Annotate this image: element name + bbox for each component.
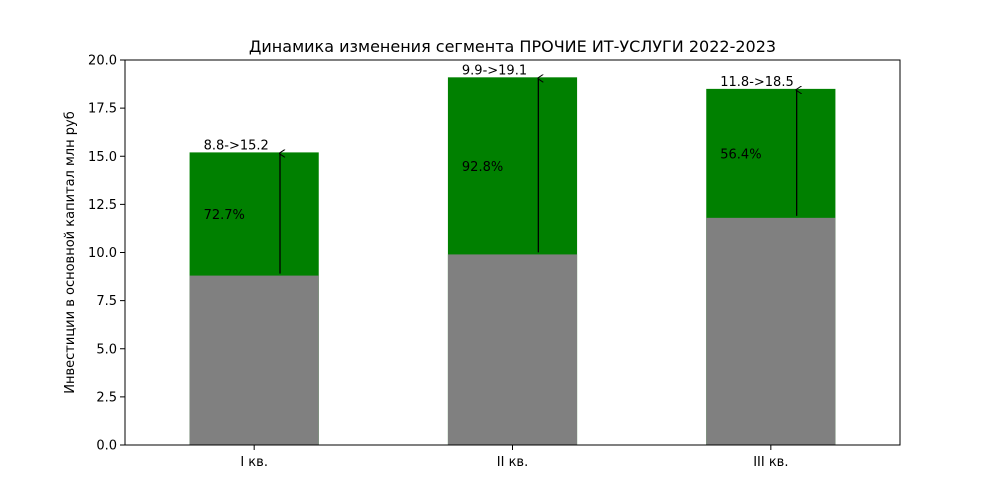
y-tick-label: 12.5 xyxy=(88,198,117,213)
change-percent-label: 92.8% xyxy=(462,160,503,175)
bar-value-label: 11.8->18.5 xyxy=(720,75,793,90)
x-tick-label: I кв. xyxy=(240,455,268,470)
bar-value-label: 8.8->15.2 xyxy=(204,138,269,153)
y-tick-label: 2.5 xyxy=(96,390,117,405)
bar-before xyxy=(189,275,319,445)
plot-frame xyxy=(124,59,901,446)
change-percent-label: 72.7% xyxy=(204,208,245,223)
y-tick-label: 0.0 xyxy=(96,439,117,454)
y-tick-label: 10.0 xyxy=(88,246,117,261)
x-tick-label: II кв. xyxy=(497,455,528,470)
y-tick-label: 5.0 xyxy=(96,342,117,357)
y-tick-label: 20.0 xyxy=(88,54,117,69)
bar-value-label: 9.9->19.1 xyxy=(462,63,527,78)
bar-before xyxy=(706,217,836,445)
x-tick-label: III кв. xyxy=(753,455,788,470)
y-tick-label: 7.5 xyxy=(96,294,117,309)
bar-before xyxy=(447,254,578,445)
y-tick-label: 17.5 xyxy=(88,102,117,117)
y-axis-label: Инвестиции в основной капитал млн руб xyxy=(63,111,78,393)
y-tick-label: 15.0 xyxy=(88,150,117,165)
chart-title: Динамика изменения сегмента ПРОЧИЕ ИТ-УС… xyxy=(249,37,776,56)
plot-area: 8.8->15.2 72.7% I кв. 9.9->19.1 92.8% II кв. 1… xyxy=(88,54,836,470)
change-percent-label: 56.4% xyxy=(720,147,761,162)
